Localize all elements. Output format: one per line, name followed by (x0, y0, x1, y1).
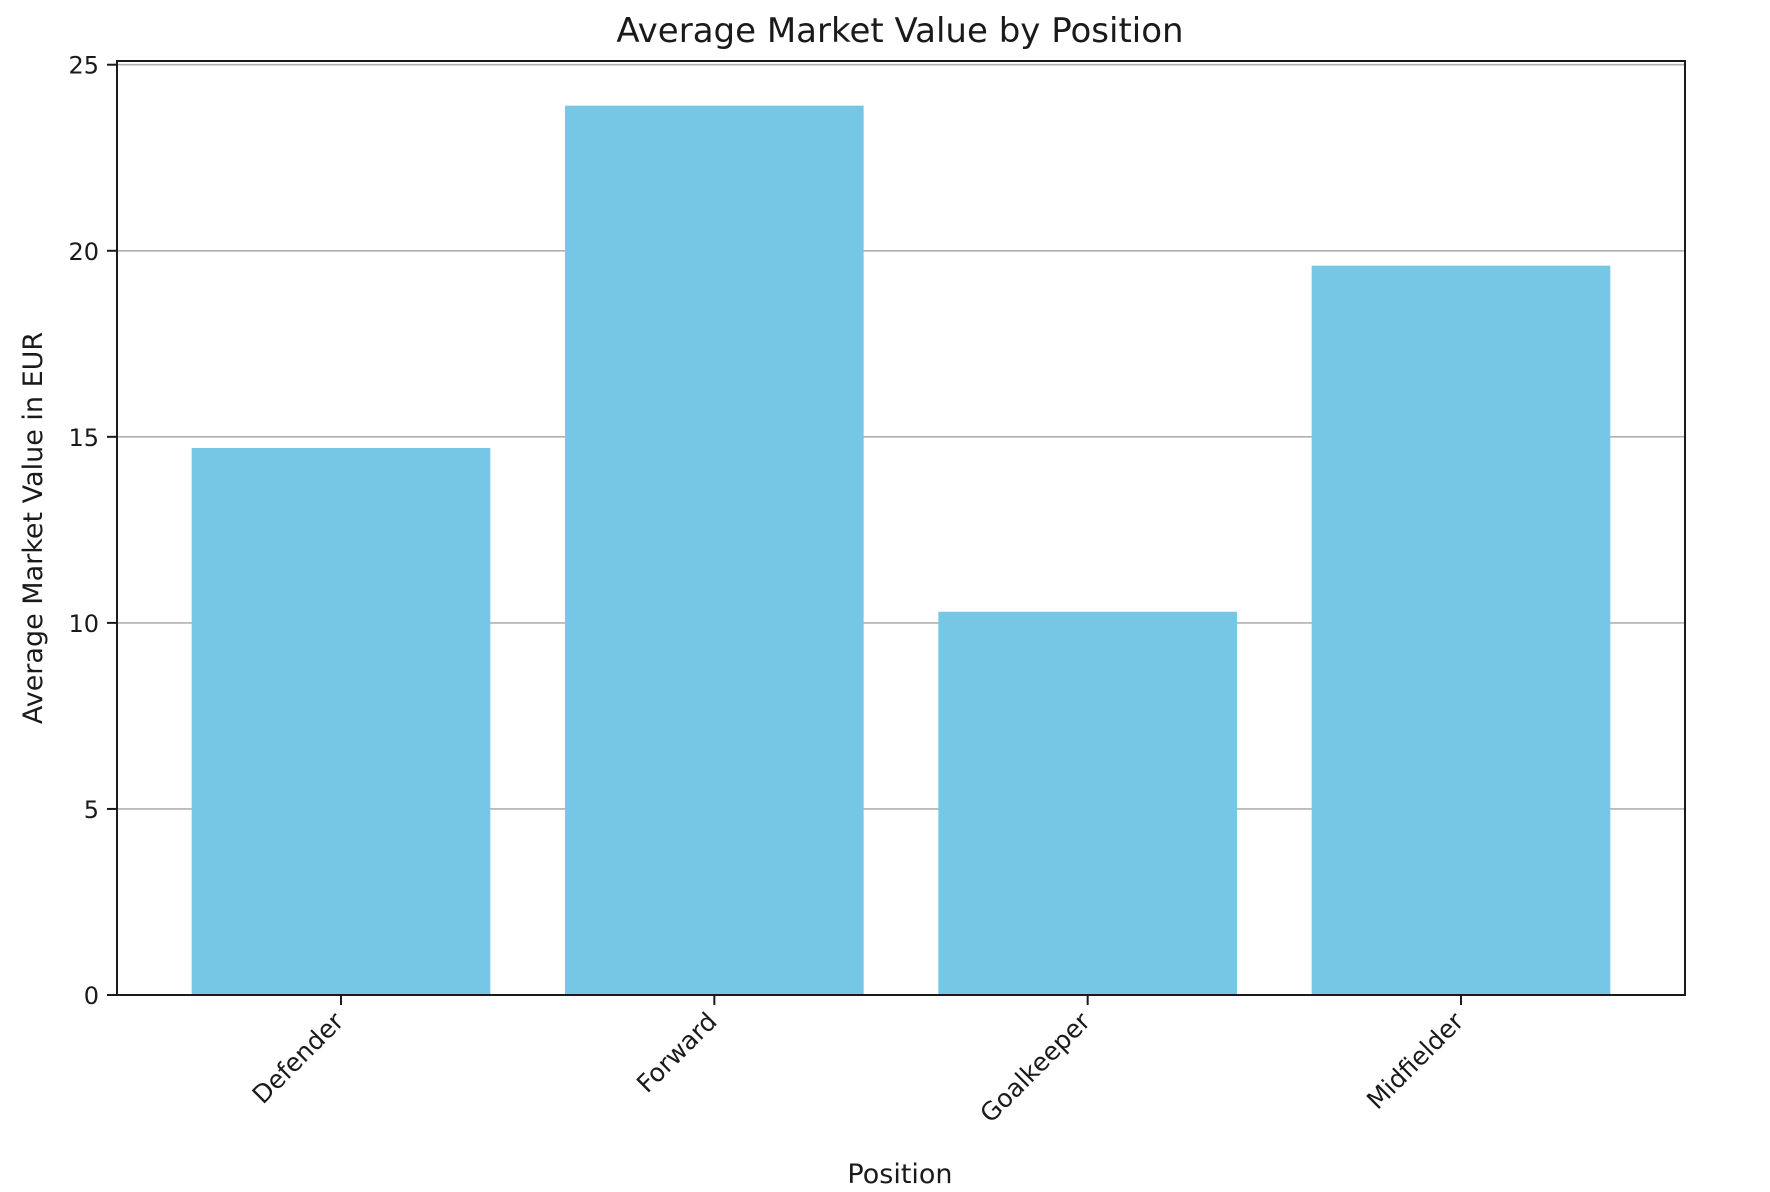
bar-midfielder (1311, 265, 1611, 995)
x-tick-label-goalkeeper: Goalkeeper (974, 1006, 1096, 1128)
plot-frame (116, 60, 1686, 996)
y-tick-label: 20 (68, 238, 99, 266)
bar-defender (191, 447, 491, 996)
x-axis-label: Position (847, 1159, 952, 1190)
bar-goalkeeper (938, 611, 1237, 995)
y-tick-label: 10 (68, 610, 99, 638)
y-tick-label: 5 (84, 796, 99, 824)
y-tick-label: 25 (68, 52, 99, 80)
bars (191, 105, 1611, 996)
y-axis-ticks: 0 5 10 15 20 25 (68, 52, 117, 1010)
y-axis-label: Average Market Value in EUR (18, 332, 49, 724)
chart-title: Average Market Value by Position (616, 11, 1183, 51)
y-tick-label: 0 (84, 982, 99, 1010)
x-tick-label-defender: Defender (247, 1006, 350, 1109)
x-tick-label-midfielder: Midfielder (1361, 1006, 1470, 1115)
x-axis-ticks: Defender Forward Goalkeeper Midfielder (247, 995, 1470, 1128)
y-tick-label: 15 (68, 424, 99, 452)
bar-forward (565, 105, 864, 996)
x-tick-label-forward: Forward (631, 1007, 723, 1099)
